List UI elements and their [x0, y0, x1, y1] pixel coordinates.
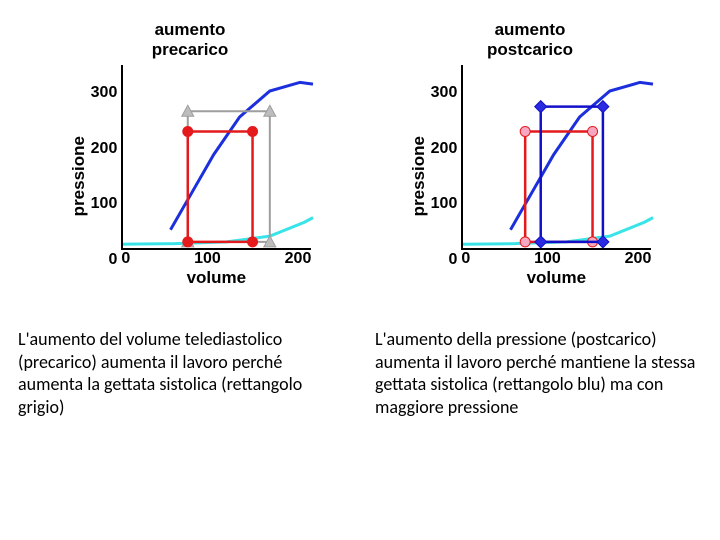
- right-chart-block: aumento postcarico pressione 300 200 100 0 …: [409, 20, 652, 288]
- plot-wrap: 0 100 200 volume: [121, 65, 311, 288]
- tick-label: 100: [91, 195, 118, 213]
- tick-label: 200: [431, 140, 458, 158]
- caption-left: L'aumento del volume telediastolico (pre…: [18, 328, 345, 418]
- tick-label: 100: [431, 195, 458, 213]
- tick-label: 300: [431, 84, 458, 102]
- x-axis-label: volume: [461, 268, 651, 288]
- left-chart-title: aumento precarico: [152, 20, 229, 59]
- title-line: aumento: [152, 20, 229, 40]
- tick-label: 200: [625, 250, 652, 268]
- captions-row: L'aumento del volume telediastolico (pre…: [0, 298, 720, 418]
- tick-label: 300: [91, 84, 118, 102]
- charts-row: aumento precarico pressione 300 200 100 0 0…: [0, 0, 720, 298]
- chart-body: pressione 300 200 100 0 0 100 200 volume: [409, 65, 652, 288]
- y-ticks: 300 200 100 0: [431, 84, 462, 269]
- caption-right: L'aumento della pressione (postcarico) a…: [375, 328, 702, 418]
- tick-label: 100: [194, 250, 221, 268]
- y-axis-label: pressione: [69, 136, 89, 216]
- title-line: postcarico: [487, 40, 573, 60]
- tick-label: 0: [461, 250, 470, 268]
- title-line: precarico: [152, 40, 229, 60]
- right-plot-area: [461, 65, 651, 250]
- right-chart-title: aumento postcarico: [487, 20, 573, 59]
- left-chart-block: aumento precarico pressione 300 200 100 0 0…: [69, 20, 312, 288]
- x-ticks: 0 100 200: [121, 250, 311, 268]
- x-axis-label: volume: [121, 268, 311, 288]
- y-axis-label: pressione: [409, 136, 429, 216]
- tick-label: 200: [91, 140, 118, 158]
- tick-label: 0: [431, 251, 458, 269]
- y-ticks: 300 200 100 0: [91, 84, 122, 269]
- tick-label: 100: [534, 250, 561, 268]
- chart-body: pressione 300 200 100 0 0 100 200 volume: [69, 65, 312, 288]
- tick-label: 0: [91, 251, 118, 269]
- plot-wrap: 0 100 200 volume: [461, 65, 651, 288]
- title-line: aumento: [487, 20, 573, 40]
- tick-label: 0: [121, 250, 130, 268]
- left-plot-area: [121, 65, 311, 250]
- x-ticks: 0 100 200: [461, 250, 651, 268]
- tick-label: 200: [285, 250, 312, 268]
